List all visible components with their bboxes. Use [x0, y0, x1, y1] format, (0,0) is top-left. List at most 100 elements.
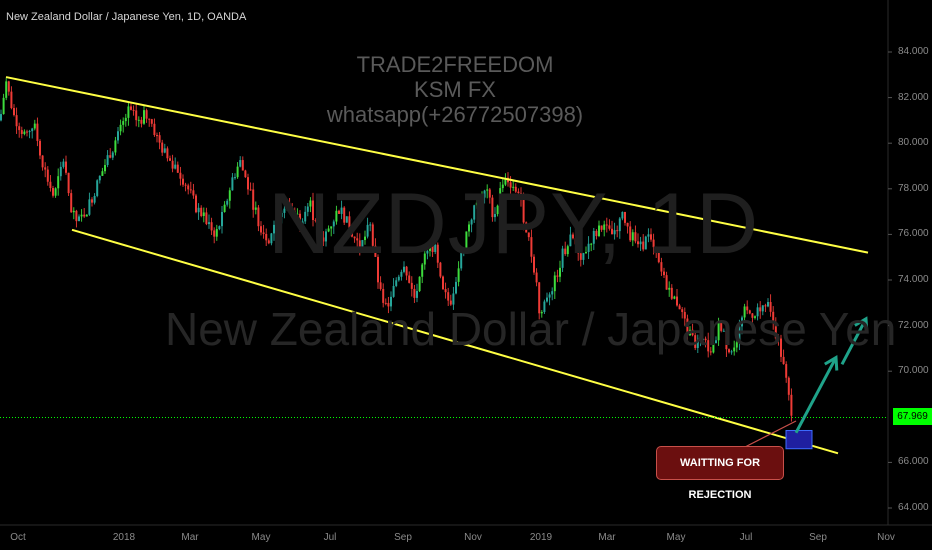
- candle-body: [403, 266, 405, 272]
- candle-body: [41, 155, 44, 168]
- candle-body: [340, 207, 343, 214]
- candle-body: [286, 202, 288, 209]
- candle-body: [387, 302, 390, 307]
- candle-body: [65, 161, 67, 173]
- candle-body: [384, 302, 387, 304]
- candle-body: [777, 338, 780, 340]
- candle-body: [96, 180, 99, 196]
- candle-body: [5, 81, 8, 98]
- candle-body: [741, 317, 743, 327]
- candle-body: [626, 222, 629, 227]
- x-tick-label: Jul: [323, 532, 337, 543]
- candle-body: [559, 267, 561, 277]
- candle-body: [717, 322, 720, 341]
- candle-body: [104, 165, 106, 172]
- candle-body: [462, 249, 465, 253]
- candle-body: [174, 164, 177, 169]
- candle-body: [486, 189, 489, 191]
- candle-body: [293, 210, 296, 214]
- candle-body: [265, 233, 268, 241]
- candle-body: [668, 287, 671, 290]
- candle-body: [514, 186, 517, 192]
- candle-body: [509, 182, 512, 188]
- candle-body: [613, 230, 616, 235]
- candle-body: [182, 178, 184, 185]
- candle-body: [67, 172, 70, 194]
- candle-body: [13, 108, 15, 116]
- candle-body: [735, 342, 738, 348]
- candle-body: [23, 131, 26, 134]
- candle-body: [421, 264, 424, 277]
- candle-body: [252, 189, 255, 210]
- candle-body: [382, 288, 385, 303]
- candle-body: [91, 199, 93, 203]
- symbol-watermark: NZDJPY, 1D: [268, 176, 760, 272]
- candle-body: [707, 340, 710, 352]
- candle-body: [166, 148, 169, 159]
- candle-body: [564, 248, 567, 255]
- y-tick-label: 82.000: [898, 91, 929, 103]
- candle-body: [278, 216, 281, 222]
- candle-body: [657, 252, 660, 263]
- branding-text: TRADE2FREEDOM KSM FX whatsapp(+267725073…: [320, 52, 590, 127]
- candle-body: [582, 253, 585, 260]
- candle-body: [543, 301, 546, 313]
- candle-body: [681, 309, 684, 313]
- candle-body: [504, 177, 507, 185]
- candle-body: [642, 241, 645, 250]
- candle-body: [111, 152, 114, 158]
- candle-body: [408, 275, 411, 283]
- y-tick-label: 66.000: [898, 456, 929, 468]
- candle-body: [137, 119, 140, 121]
- candle-body: [715, 340, 717, 344]
- candle-body: [236, 166, 239, 178]
- candle-body: [475, 202, 478, 206]
- candle-body: [52, 188, 54, 196]
- candle-body: [592, 230, 595, 244]
- candle-body: [366, 224, 369, 237]
- candle-body: [561, 248, 564, 268]
- candle-body: [618, 218, 621, 232]
- candle-body: [551, 291, 554, 295]
- candle-body: [215, 229, 218, 237]
- candle-body: [416, 291, 418, 298]
- annotation-callout[interactable]: WAITTING FOR REJECTION: [656, 446, 784, 501]
- candle-body: [730, 351, 733, 353]
- candle-body: [418, 276, 421, 292]
- candle-body: [127, 106, 130, 118]
- candle-body: [49, 181, 52, 189]
- candle-body: [647, 234, 650, 237]
- candle-body: [733, 347, 736, 352]
- candle-body: [595, 230, 598, 237]
- candle-body: [655, 247, 658, 253]
- candle-body: [678, 305, 681, 310]
- y-tick-label: 74.000: [898, 274, 929, 285]
- candle-body: [101, 171, 104, 176]
- candle-body: [15, 115, 18, 127]
- candle-body: [371, 224, 374, 246]
- candle-body: [410, 282, 413, 289]
- candle-body: [59, 166, 62, 177]
- candle-body: [44, 167, 47, 170]
- candle-body: [109, 155, 112, 158]
- target-zone-box: [785, 429, 813, 450]
- candle-body: [631, 232, 634, 241]
- candle-body: [39, 140, 41, 156]
- candle-body: [522, 199, 525, 223]
- candle-body: [520, 193, 522, 200]
- candle-body: [122, 121, 125, 125]
- candle-body: [447, 292, 450, 301]
- projection-arrow: [840, 318, 868, 366]
- candle-body: [686, 318, 689, 336]
- candle-body: [683, 312, 686, 319]
- y-tick-label: 72.000: [898, 319, 929, 331]
- candle-body: [629, 226, 632, 241]
- candle-body: [280, 212, 283, 217]
- candle-body: [754, 316, 756, 318]
- candle-body: [673, 296, 676, 299]
- candle-body: [759, 307, 762, 312]
- channel-upper-line: [5, 76, 869, 254]
- candle-body: [743, 306, 746, 318]
